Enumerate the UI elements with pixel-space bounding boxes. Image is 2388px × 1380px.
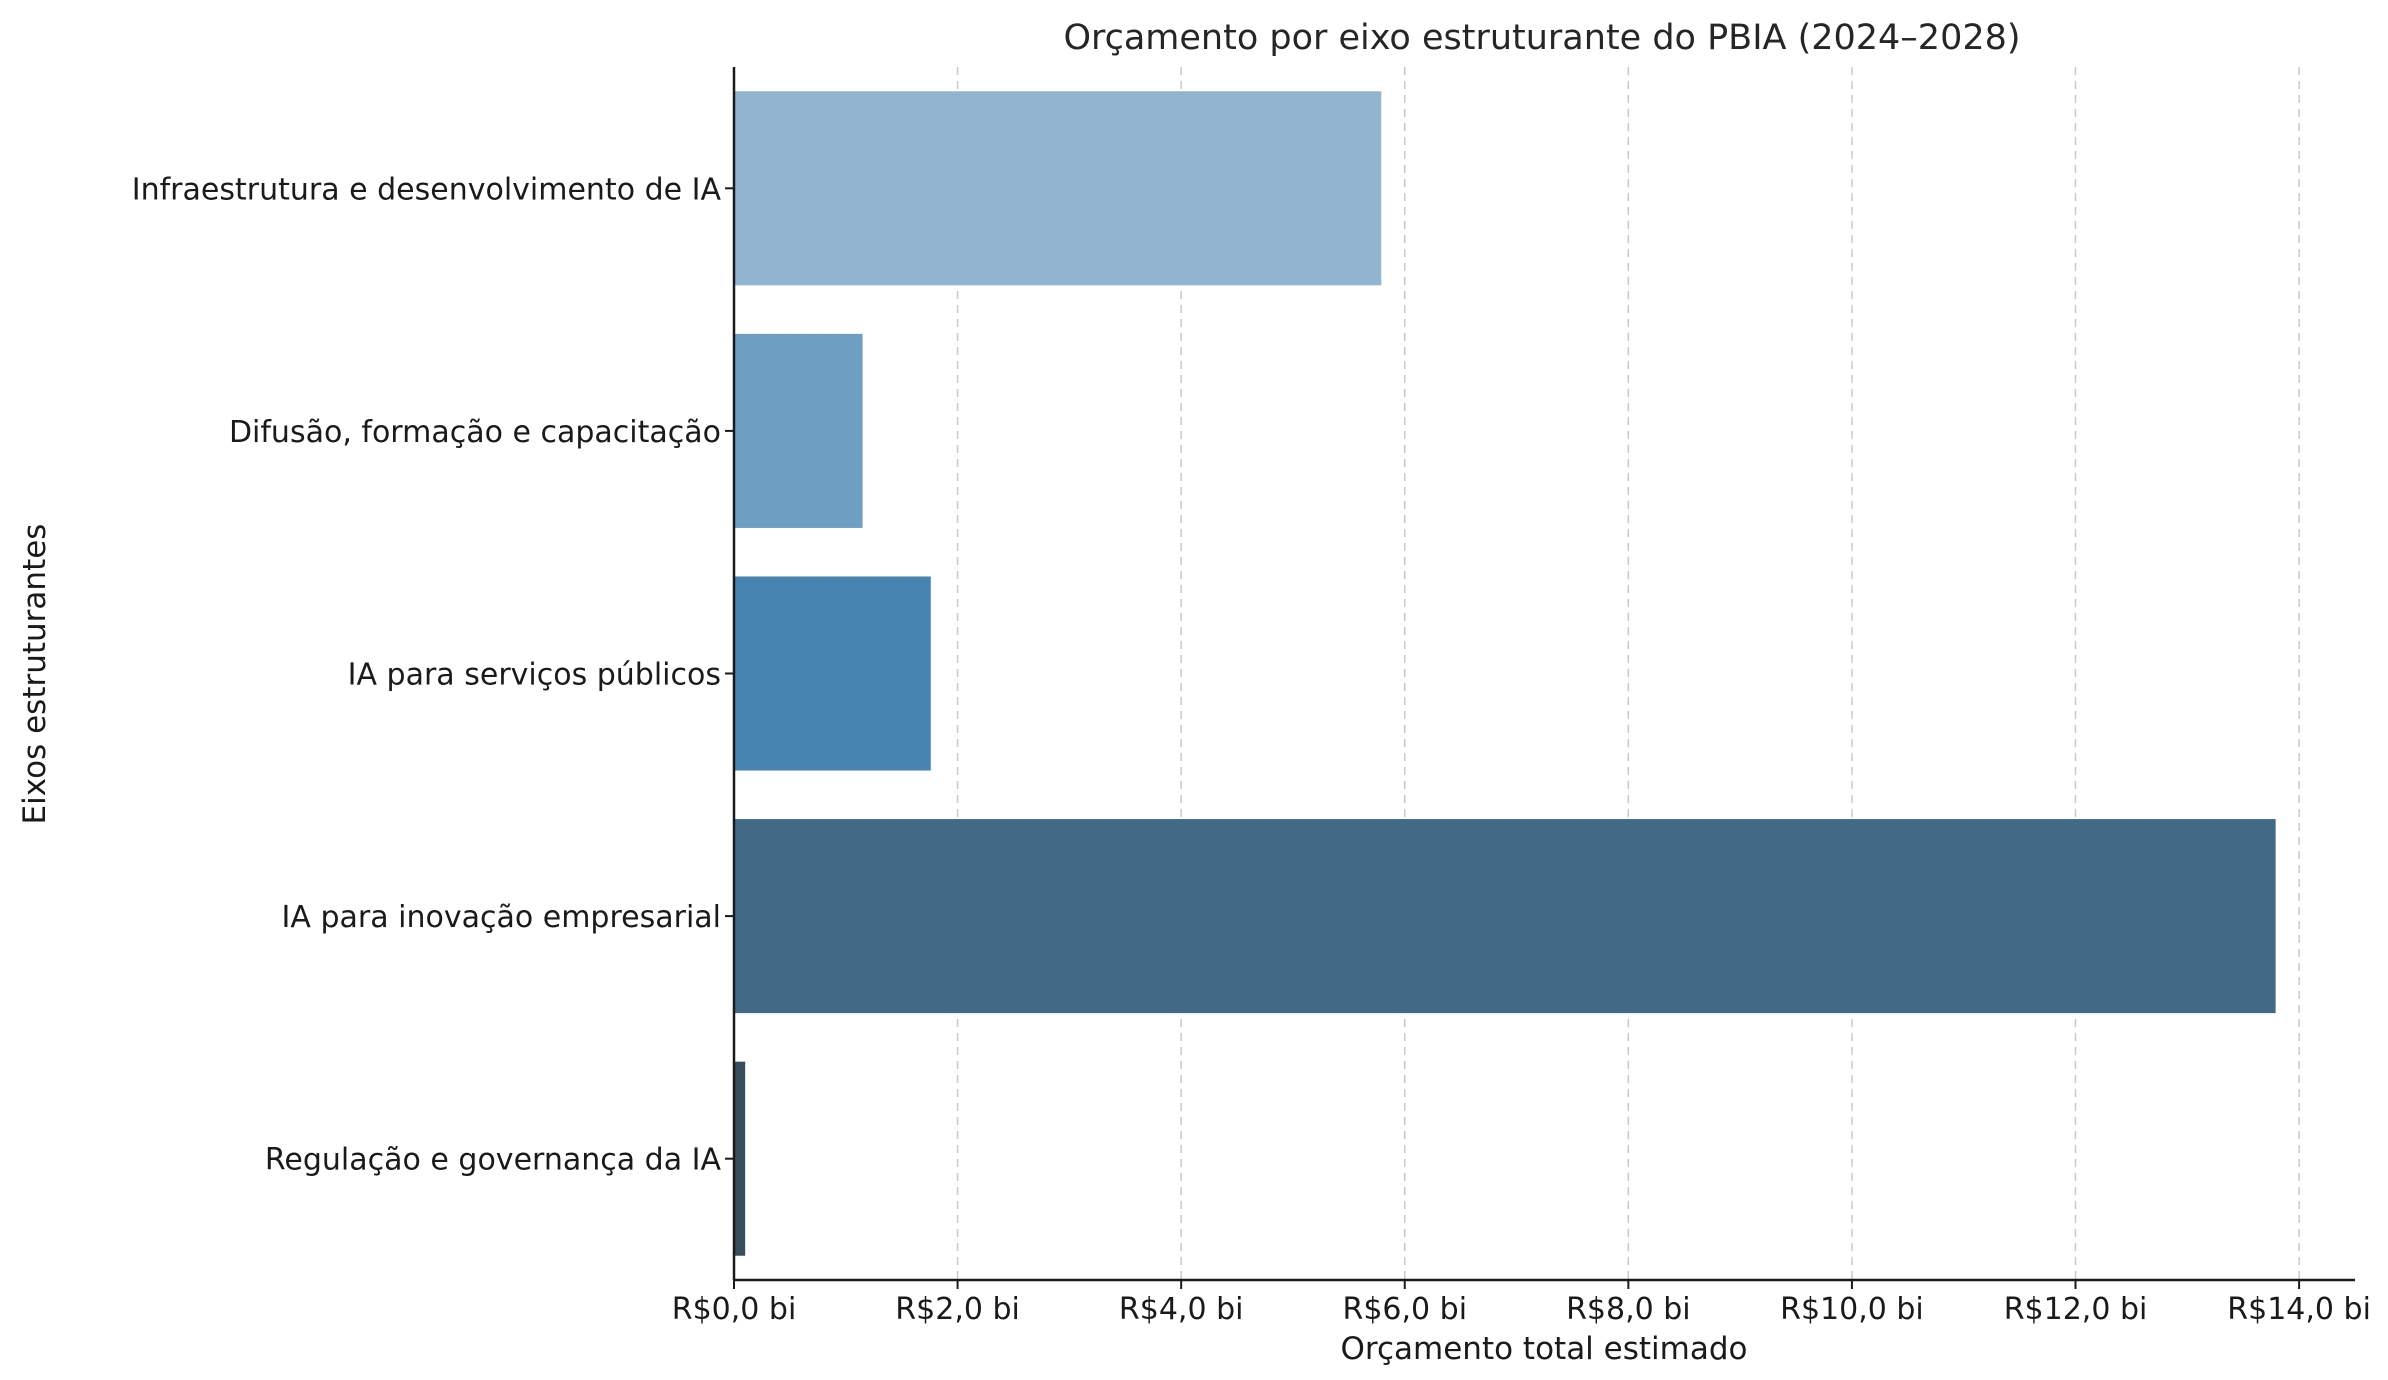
x-tick-label: R$4,0 bi bbox=[1119, 1292, 1244, 1327]
bar bbox=[734, 576, 931, 771]
x-tick-label: R$2,0 bi bbox=[895, 1292, 1020, 1327]
bar bbox=[734, 333, 863, 528]
y-tick-label: Infraestrutura e desenvolvimento de IA bbox=[132, 172, 722, 207]
chart-title: Orçamento por eixo estruturante do PBIA … bbox=[1063, 18, 2020, 58]
y-axis-ticks: Infraestrutura e desenvolvimento de IA Di… bbox=[132, 172, 734, 1178]
x-tick-label: R$10,0 bi bbox=[1780, 1292, 1924, 1327]
bar bbox=[734, 819, 2276, 1014]
y-tick-label: IA para serviços públicos bbox=[348, 658, 721, 693]
x-axis-label: Orçamento total estimado bbox=[1341, 1331, 1748, 1367]
y-tick-label: IA para inovação empresarial bbox=[282, 900, 721, 935]
x-tick-label: R$14,0 bi bbox=[2227, 1292, 2371, 1327]
x-axis-ticks: R$0,0 bi R$2,0 bi R$4,0 bi R$6,0 bi R$8,0 bi… bbox=[672, 1280, 2371, 1327]
y-axis-label: Eixos estruturantes bbox=[17, 524, 53, 825]
y-tick-label: Regulação e governança da IA bbox=[265, 1143, 722, 1178]
y-tick-label: Difusão, formação e capacitação bbox=[229, 415, 721, 450]
x-tick-label: R$12,0 bi bbox=[2004, 1292, 2148, 1327]
bar bbox=[734, 1061, 746, 1256]
x-tick-label: R$6,0 bi bbox=[1342, 1292, 1467, 1327]
bars bbox=[734, 91, 2276, 1256]
bar bbox=[734, 91, 1382, 286]
x-tick-label: R$8,0 bi bbox=[1566, 1292, 1691, 1327]
x-tick-label: R$0,0 bi bbox=[672, 1292, 797, 1327]
